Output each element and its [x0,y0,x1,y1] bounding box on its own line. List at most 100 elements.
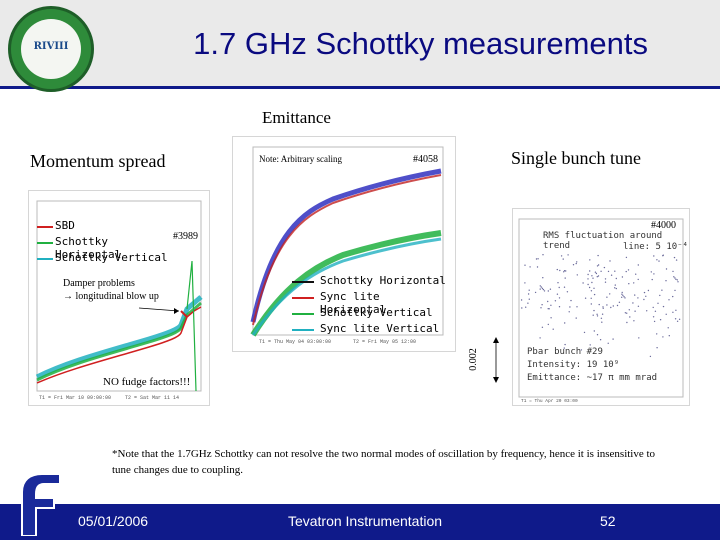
tune-point [609,260,611,262]
tune-point [632,302,634,304]
tune-point [594,271,597,273]
legend-label: SBD [55,219,75,232]
legend-label: Schottky Vertical [55,251,168,264]
tune-point [584,297,587,299]
tune-point [656,259,658,261]
tune-point [614,284,616,286]
svg-text:T1 = Thu May 04 03:00:00: T1 = Thu May 04 03:00:00 [259,339,331,345]
tune-point [645,295,647,297]
tune-point [564,343,566,346]
tune-point [543,290,546,292]
legend-swatch [292,281,314,283]
legend-entry-schottky-h: Schottky Horizontal [37,235,177,261]
page-number: 52 [600,513,616,529]
tune-point [621,276,624,278]
tune-point [637,305,640,307]
tune-point [652,316,655,318]
tune-point [564,322,566,324]
tune-point [621,296,623,298]
tune-point [587,273,589,276]
tune-point [612,338,614,340]
tune-point [656,347,658,349]
tune-point [563,271,565,273]
tune-point [676,279,678,281]
tune-point [521,307,523,309]
tune-point [607,270,610,273]
tune-point [591,275,593,277]
tune-point [537,258,539,260]
tune-point [580,349,583,351]
tune-scatter-points [520,254,681,358]
tune-point [607,342,609,344]
logo-text: RIVIII [33,41,69,52]
pbar-line3: Emittance: ~17 π mm mrad [527,373,658,383]
tune-point [527,293,530,295]
tune-point [601,313,604,315]
tune-point [662,336,664,338]
tune-point [653,255,655,257]
tune-point [596,313,598,315]
legend-entry: Sync lite Vertical [292,322,452,338]
tune-point [673,276,675,278]
tune-point [651,278,653,281]
pbar-line2: Intensity: 19 10⁹ [527,360,620,370]
tune-point [662,254,664,256]
tune-point [662,305,665,308]
legend-entry: Schottky Horizontal [292,274,452,290]
legend-entry: Schottky Vertical [292,306,452,322]
tune-point [563,347,565,349]
tune-point [595,272,598,275]
tune-point [575,262,577,265]
tune-point [596,265,599,267]
tune-point [542,277,544,279]
tune-point [562,258,564,260]
tune-point [565,270,567,272]
tune-point [654,310,657,312]
tune-point [602,307,604,309]
tune-point [659,294,661,297]
tune-point [576,306,578,308]
tune-point [572,264,575,266]
tune-point [667,327,669,329]
legend-swatch [292,297,314,299]
momentum-spread-label: Momentum spread [30,151,166,171]
legend-swatch [292,313,314,315]
legend-entry-sbd: SBD [37,219,177,235]
tune-point [557,282,559,284]
tune-point [647,289,650,292]
emittance-legend: Schottky Horizontal Sync lite Horizontal… [292,274,452,338]
tune-point [658,260,660,262]
tune-point [672,270,674,273]
tune-point [589,270,591,272]
tune-point [637,297,639,299]
tune-point [675,278,677,280]
tune-point [656,333,658,335]
tune-point [568,311,570,313]
tune-point [602,306,604,308]
footer-date: 05/01/2006 [78,513,149,529]
tune-point [638,337,640,339]
tune-point [672,311,674,313]
tune-point [621,293,623,295]
no-fudge-note: NO fudge factors!!! [103,376,191,388]
tune-point [604,281,607,283]
tune-point [556,268,558,271]
store-3989: #3989 [173,231,198,242]
tune-point [661,289,663,291]
tune-point [588,286,591,289]
legend-swatch [37,258,53,260]
scale-bar [493,337,499,383]
tune-point [570,299,572,302]
tune-point [606,296,608,298]
tune-point [606,304,608,306]
tune-point [615,277,617,280]
tune-point [649,355,652,358]
tune-point [540,286,543,288]
tune-point [623,296,625,298]
tune-point [566,291,569,293]
legend-swatch [37,226,53,228]
tune-point [597,275,600,277]
tune-point [556,293,559,295]
damper-note-line1: Damper problems [63,278,135,289]
tune-point [622,294,624,297]
